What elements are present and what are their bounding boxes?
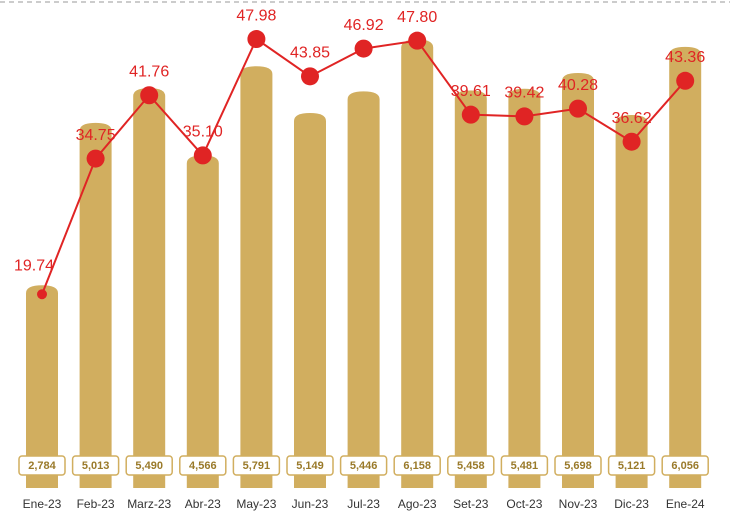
value-label-box bbox=[500, 455, 549, 476]
value-label-box bbox=[554, 455, 602, 476]
value-label-box bbox=[232, 455, 281, 476]
line-marker bbox=[86, 149, 105, 168]
x-tick-label: Ago-23 bbox=[398, 497, 437, 511]
bar bbox=[562, 72, 594, 488]
line-value-label: 40.28 bbox=[558, 77, 598, 94]
bar bbox=[615, 115, 648, 489]
line-value-label: 39.42 bbox=[504, 85, 544, 102]
line-marker bbox=[461, 105, 480, 124]
line-marker bbox=[408, 31, 427, 50]
bar bbox=[294, 112, 326, 489]
x-tick-label: Ene-23 bbox=[23, 497, 62, 511]
bar-value-label: 5,481 bbox=[511, 460, 539, 472]
bar-value-label: 2,784 bbox=[28, 460, 56, 472]
bar bbox=[186, 155, 219, 488]
bar bbox=[669, 46, 702, 488]
bar-value-label: 6,158 bbox=[403, 460, 431, 472]
x-tick-label: Marz-23 bbox=[127, 497, 171, 511]
value-label-box bbox=[18, 455, 66, 476]
x-tick-label: Oct-23 bbox=[506, 497, 542, 511]
value-label-box bbox=[447, 455, 495, 476]
value-label-box bbox=[286, 455, 334, 476]
bar-value-label: 6,056 bbox=[671, 460, 699, 472]
line-marker bbox=[515, 107, 534, 126]
line-value-label: 35.10 bbox=[183, 124, 223, 141]
x-tick-label: Ene-24 bbox=[666, 497, 705, 511]
line-value-label: 46.92 bbox=[344, 17, 384, 34]
x-tick-label: Jul-23 bbox=[347, 497, 380, 511]
value-label-box bbox=[125, 455, 173, 476]
value-label-box bbox=[661, 455, 709, 476]
value-label-box bbox=[179, 455, 227, 476]
bar-value-label: 5,490 bbox=[135, 460, 163, 472]
value-label-box bbox=[71, 455, 120, 476]
bar-value-label: 5,121 bbox=[618, 460, 646, 472]
line-marker bbox=[301, 67, 319, 86]
bar bbox=[240, 66, 273, 488]
line-value-label: 47.98 bbox=[236, 7, 276, 24]
x-tick-label: Nov-23 bbox=[559, 497, 598, 511]
line-marker bbox=[37, 289, 47, 300]
line-value-label: 36.62 bbox=[612, 110, 652, 127]
line-value-label: 19.74 bbox=[14, 257, 54, 274]
line-marker bbox=[247, 30, 266, 49]
x-tick-label: Feb-23 bbox=[77, 497, 115, 511]
line-marker bbox=[676, 71, 695, 90]
x-tick-label: May-23 bbox=[236, 497, 276, 511]
x-tick-label: Set-23 bbox=[453, 497, 489, 511]
bar bbox=[26, 285, 58, 488]
line-value-label: 43.36 bbox=[665, 49, 705, 66]
bar bbox=[79, 122, 112, 489]
x-tick-label: Abr-23 bbox=[185, 497, 221, 511]
bar bbox=[133, 88, 166, 488]
bar-value-label: 4,566 bbox=[189, 460, 217, 472]
line-marker bbox=[569, 99, 587, 118]
bar bbox=[347, 91, 380, 488]
line-marker bbox=[140, 86, 159, 105]
value-label-box bbox=[393, 455, 441, 476]
line-value-label: 34.75 bbox=[76, 127, 116, 144]
line-value-label: 43.85 bbox=[290, 45, 330, 62]
line-value-label: 41.76 bbox=[129, 63, 169, 80]
bar-value-label: 5,791 bbox=[243, 460, 271, 472]
line-marker bbox=[354, 39, 373, 58]
value-label-box bbox=[607, 455, 656, 476]
bar-value-label: 5,446 bbox=[350, 460, 378, 472]
bar-value-label: 5,013 bbox=[82, 460, 110, 472]
line-value-label: 39.61 bbox=[451, 83, 491, 100]
bar-value-label: 5,698 bbox=[564, 460, 592, 472]
bar-value-label: 5,458 bbox=[457, 460, 485, 472]
x-tick-label: Jun-23 bbox=[292, 497, 329, 511]
line-marker bbox=[193, 146, 212, 165]
bar bbox=[401, 39, 434, 488]
line-value-label: 47.80 bbox=[397, 9, 437, 26]
value-label-box bbox=[339, 455, 388, 476]
x-tick-label: Dic-23 bbox=[614, 497, 649, 511]
bar bbox=[454, 90, 487, 488]
line-marker bbox=[622, 132, 641, 151]
bar bbox=[508, 88, 541, 488]
bar-value-label: 5,149 bbox=[296, 460, 324, 472]
